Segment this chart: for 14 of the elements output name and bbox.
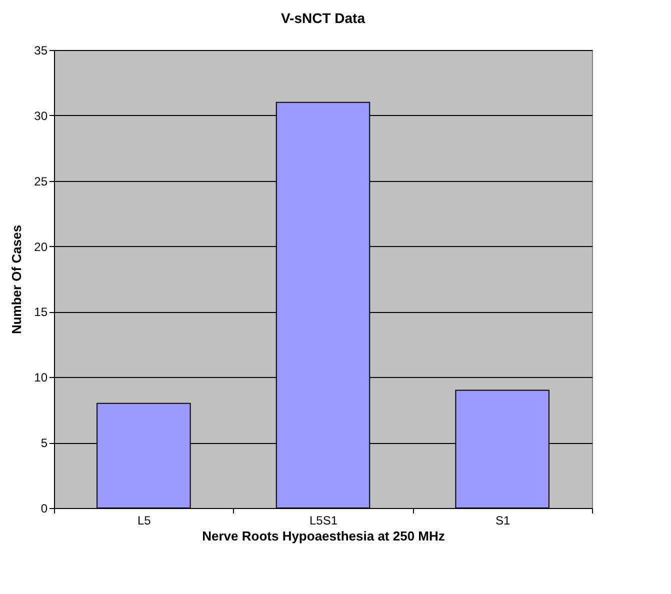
chart-title: V-sNCT Data [280, 10, 366, 26]
x-tick-label: L5 [137, 514, 152, 528]
y-tick-label: 35 [34, 44, 48, 58]
y-tick-label: 5 [40, 436, 48, 450]
y-tick-label: 30 [34, 108, 48, 123]
x-tick-label: S1 [495, 514, 510, 528]
y-tick-label: 20 [34, 240, 48, 254]
y-tick-label: 10 [34, 370, 48, 385]
y-tick-label: 25 [34, 174, 48, 188]
y-axis-title: Number Of Cases [9, 224, 24, 334]
y-tick-label: 15 [34, 305, 48, 320]
x-axis-title: Nerve Roots Hypoaesthesia at 250 MHz [202, 528, 446, 544]
x-tick-label: L5S1 [309, 514, 338, 528]
y-tick-label: 0 [40, 502, 48, 516]
